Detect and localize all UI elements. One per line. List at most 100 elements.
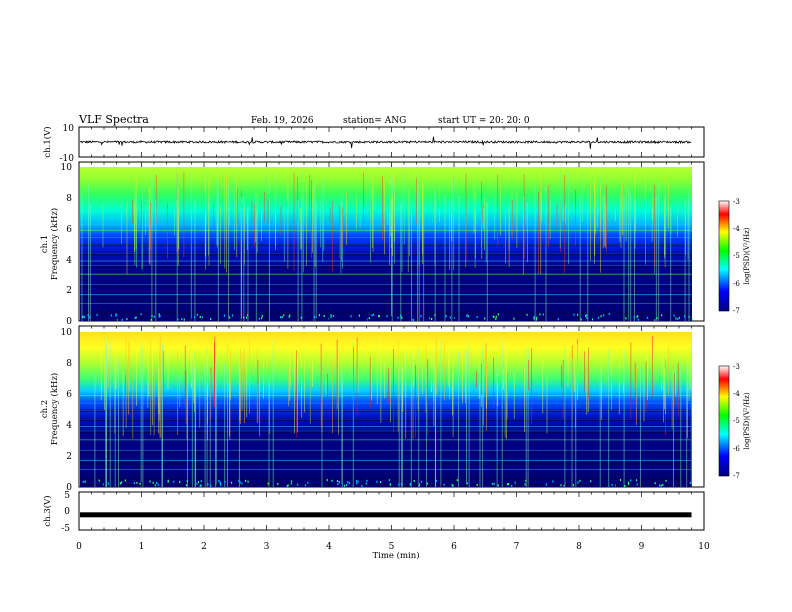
spectrogram-speckle [378, 315, 380, 318]
ch1-colorbar-ticks: -3 -4 -5 -6 -7 [733, 198, 740, 315]
spectrogram-dark-band [80, 296, 692, 299]
spectrogram-dark-band [80, 311, 692, 314]
spectrogram-speckle [318, 314, 320, 317]
spectrogram-speckle [492, 315, 494, 318]
spectrogram-speckle [630, 479, 632, 482]
ch2-colorbar [718, 365, 730, 477]
spectrogram-speckle [688, 315, 690, 318]
ch2-colorbar-ticks: -3 -4 -5 -6 -7 [733, 363, 740, 480]
spectrogram-speckle [495, 317, 497, 320]
ch2-spec-ylabel-channel: ch.2 [40, 400, 50, 418]
spectrogram-speckle [173, 480, 175, 483]
spectrogram-speckle [536, 316, 538, 319]
spectrogram-speckle [290, 482, 292, 485]
x-tick-label: 4 [326, 542, 332, 552]
spectrogram-speckle [636, 483, 638, 486]
spectrogram-speckle [633, 316, 635, 319]
ch1-cb-tick-m4: -4 [733, 225, 740, 233]
spectrogram-speckle [426, 482, 428, 485]
spectrogram-speckle [241, 482, 243, 485]
spectrogram-speckle [102, 483, 105, 486]
spectrogram-speckle [372, 313, 375, 316]
spectrogram-speckle [261, 317, 263, 320]
ch3-ytick-bottom: -5 [61, 524, 70, 534]
spectrogram-speckle [347, 481, 349, 484]
spectrogram-speckle [154, 484, 156, 487]
spectrogram-speckle [119, 482, 121, 485]
spectrogram-speckle [247, 314, 249, 317]
spectrogram-speckle [181, 318, 183, 321]
spectrogram-speckle [420, 315, 422, 318]
spectrogram-speckle [300, 316, 302, 319]
spectrogram-speckle [179, 480, 181, 483]
spectrogram-speckle [287, 484, 289, 487]
x-tick-label: 3 [264, 542, 270, 552]
spectrogram-speckle [218, 480, 220, 482]
ch1-spec-ytick-0: 0 [66, 317, 72, 327]
spectrogram-speckle [563, 484, 565, 487]
spectrogram-speckle [150, 318, 152, 321]
spectrogram-dark-band [80, 244, 692, 247]
spectrogram-speckle [230, 481, 233, 484]
spectrogram-speckle [380, 481, 382, 484]
spectrogram-speckle [467, 315, 470, 318]
spectrogram-speckle [210, 484, 212, 487]
ch1-waveform-ticks [78, 127, 705, 157]
spectrogram-speckle [199, 484, 201, 487]
spectrogram-speckle [200, 484, 202, 487]
spectrogram-speckle [524, 483, 526, 486]
spectrogram-speckle [409, 483, 412, 486]
spectrogram-speckle [526, 313, 528, 316]
spectrogram-speckle [654, 482, 656, 485]
ch1-spectrogram-lines [80, 171, 693, 321]
spectrogram-speckle [197, 481, 200, 484]
date-label: Feb. 19, 2026 [251, 116, 314, 126]
ch1-ytick-bottom: -10 [60, 154, 75, 164]
spectrogram-speckle [229, 316, 231, 319]
spectrogram-speckle [352, 484, 354, 487]
spectrogram-speckle [361, 484, 363, 487]
spectrogram-speckle [675, 317, 677, 320]
spectrogram-speckle [449, 316, 451, 319]
spectrogram-speckle [338, 481, 340, 484]
spectrogram-speckle [545, 483, 547, 486]
spectrogram-speckle [277, 483, 279, 485]
spectrogram-dark-band [80, 451, 692, 454]
spectrogram-speckle [428, 317, 430, 320]
spectrogram-dark-band [80, 265, 692, 268]
spectrogram-speckle [560, 484, 562, 487]
spectrogram-speckle [597, 316, 600, 319]
spectrogram-speckle [231, 314, 234, 317]
spectrogram-speckle [378, 315, 380, 318]
ch2-spec-ylabel-freq: Frequency (kHz) [49, 373, 60, 445]
spectrogram-speckle [245, 316, 248, 319]
spectrogram-speckle [224, 480, 226, 483]
spectrogram-speckle [673, 314, 675, 317]
spectrogram-speckle [220, 483, 222, 486]
spectrogram-speckle [412, 318, 414, 321]
x-tick-label: 9 [639, 542, 645, 552]
spectrogram-speckle [326, 479, 328, 482]
spectrogram-speckle [397, 316, 399, 319]
spectrogram-speckle [451, 483, 453, 486]
spectrogram-speckle [491, 483, 493, 485]
spectrogram-speckle [445, 315, 447, 318]
spectrogram-speckle [656, 317, 658, 320]
spectrogram-speckle [456, 479, 458, 482]
spectrogram-speckle [418, 484, 420, 487]
spectrogram-speckle [476, 483, 478, 486]
spectrogram-speckle [134, 316, 136, 319]
spectrogram-speckle [107, 482, 109, 485]
ch2-colorbar-label: log(PSD)(V²/Hz) [743, 392, 751, 449]
spectrogram-speckle [84, 480, 86, 483]
ch2-spectrogram-lines [80, 336, 692, 487]
station-label: station= ANG [343, 116, 406, 126]
spectrogram-speckle [497, 313, 499, 316]
spectrogram-speckle [121, 318, 123, 321]
spectrogram-speckle [140, 313, 142, 316]
spectrogram-dark-band [80, 431, 692, 434]
spectrogram-speckle [577, 313, 579, 316]
ch1-ylabel: ch.1(V) [42, 126, 53, 157]
figure-title: VLF Spectra [78, 113, 149, 126]
